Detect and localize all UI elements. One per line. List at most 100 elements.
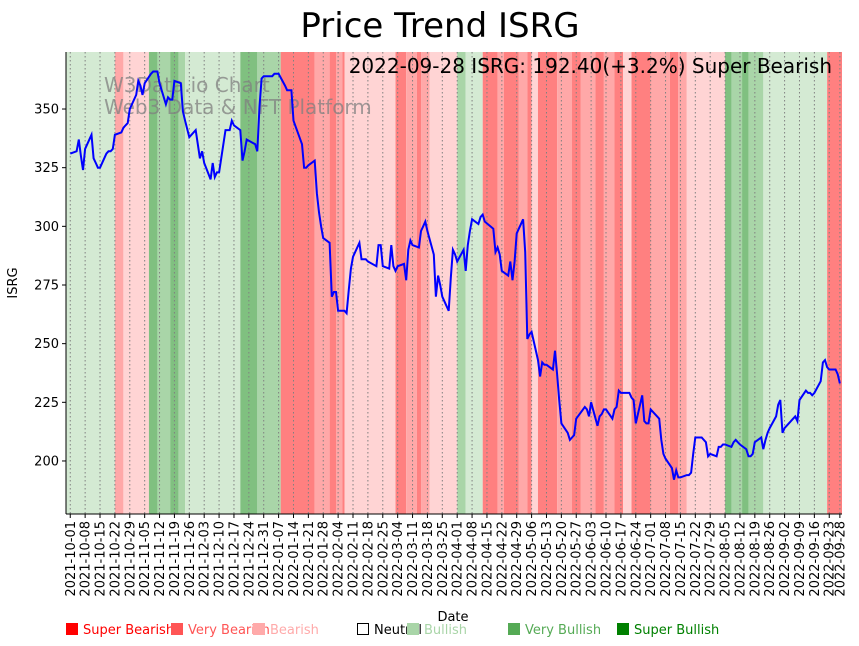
sentiment-band (342, 52, 345, 514)
sentiment-band (314, 52, 330, 514)
sentiment-band (497, 52, 504, 514)
x-tick-label: 2022-04-29 (510, 521, 525, 597)
y-tick-label: 200 (34, 454, 59, 469)
sentiment-band (527, 52, 532, 514)
sentiment-band (157, 52, 171, 514)
x-tick-label: 2022-02-11 (347, 521, 362, 597)
x-tick-label: 2022-04-15 (480, 521, 495, 597)
legend-marker (66, 623, 78, 635)
x-tick-label: 2022-09-23 (823, 521, 838, 597)
x-tick-label: 2022-08-12 (733, 521, 748, 597)
sentiment-band (669, 52, 679, 514)
legend-label: Super Bullish (634, 623, 719, 638)
watermark-line-2: Web3 Data & NFT Platform (104, 95, 372, 119)
x-tick-label: 2022-09-16 (808, 521, 823, 597)
sentiment-band (603, 52, 615, 514)
legend-marker (357, 623, 369, 635)
x-tick-label: 2022-04-22 (495, 521, 510, 597)
x-tick-label: 2022-05-06 (525, 521, 540, 597)
price-line (69, 70, 841, 480)
x-tick-label: 2022-03-25 (436, 521, 451, 597)
legend-label: Bearish (270, 623, 319, 638)
sentiment-band (185, 52, 241, 514)
sentiment-band (457, 52, 466, 514)
sentiment-band (742, 52, 749, 514)
x-tick-label: 2022-09-02 (778, 521, 793, 597)
y-tick-label: 350 (34, 103, 59, 118)
latest-price-annotation: 2022-09-28 ISRG: 192.40(+3.2%) Super Bea… (349, 54, 832, 78)
x-tick-label: 2021-10-22 (108, 521, 123, 597)
x-tick-label: 2021-10-08 (79, 521, 94, 597)
x-tick-label: 2022-01-21 (302, 521, 317, 597)
legend-label: Bullish (424, 623, 467, 638)
chart-title: Price Trend ISRG (300, 6, 579, 46)
sentiment-band (686, 52, 726, 514)
x-tick-label: 2021-10-01 (64, 521, 79, 597)
x-gridlines (69, 52, 841, 514)
sentiment-band (170, 52, 179, 514)
sentiment-band (329, 52, 337, 514)
x-axis-label: Date (437, 610, 468, 625)
x-tick-label: 2022-03-18 (421, 521, 436, 597)
sentiment-band (66, 52, 115, 514)
x-tick-label: 2021-11-05 (138, 521, 153, 597)
sentiment-band (763, 52, 828, 514)
sentiment-band (827, 52, 842, 514)
x-tick-label: 2021-12-03 (198, 521, 213, 597)
x-tick-label: 2022-08-19 (748, 521, 763, 597)
x-tick-label: 2022-02-25 (376, 521, 391, 597)
legend-label: Very Bearish (188, 623, 270, 638)
legend-marker (407, 623, 419, 635)
x-tick-label: 2021-12-31 (257, 521, 272, 597)
x-tick-label: 2021-12-17 (227, 521, 242, 597)
sentiment-band (178, 52, 186, 514)
x-tick-label: 2022-02-18 (361, 521, 376, 597)
sentiment-band (114, 52, 124, 514)
x-tick-label: 2022-09-09 (793, 521, 808, 597)
x-tick-label: 2022-07-15 (674, 521, 689, 597)
x-tick-label: 2022-07-29 (704, 521, 719, 597)
sentiment-bands (66, 52, 842, 514)
x-tick-label: 2022-08-26 (763, 521, 778, 597)
x-tick-label: 2022-07-08 (659, 521, 674, 597)
x-tick-label: 2022-01-07 (272, 521, 287, 597)
x-tick-label: 2022-05-27 (570, 521, 585, 597)
y-tick-label: 325 (34, 161, 59, 176)
x-tick-label: 2022-05-13 (540, 521, 555, 597)
sentiment-band (257, 52, 281, 514)
sentiment-band (595, 52, 604, 514)
legend-label: Very Bullish (525, 623, 601, 638)
sentiment-band (580, 52, 596, 514)
x-tick-label: 2022-03-04 (391, 521, 406, 597)
x-tick-label: 2022-06-03 (585, 521, 600, 597)
sentiment-band (503, 52, 519, 514)
x-tick-label: 2021-10-29 (123, 521, 138, 597)
x-tick-label: 2022-06-17 (614, 521, 629, 597)
sentiment-band (623, 52, 632, 514)
sentiment-band (465, 52, 483, 514)
sentiment-band (344, 52, 396, 514)
legend-marker (508, 623, 520, 635)
sentiment-band (429, 52, 458, 514)
x-tick-label: 2022-03-11 (406, 521, 421, 597)
x-tick-label: 2022-04-08 (466, 521, 481, 597)
x-tick-label: 2022-07-22 (689, 521, 704, 597)
y-axis-ticks: 200 225 250 275 300 325 350 (34, 103, 66, 469)
sentiment-band (416, 52, 422, 514)
legend-marker (171, 623, 183, 635)
x-tick-label: 2021-12-10 (213, 521, 228, 597)
y-tick-label: 300 (34, 220, 59, 235)
sentiment-band (631, 52, 651, 514)
x-tick-label: 2022-06-24 (629, 521, 644, 597)
sentiment-band (240, 52, 258, 514)
sentiment-band (678, 52, 687, 514)
y-axis-label: ISRG (6, 267, 21, 298)
x-tick-label: 2022-01-28 (317, 521, 332, 597)
sentiment-band (537, 52, 558, 514)
x-tick-label: 2022-04-01 (451, 521, 466, 597)
x-tick-label: 2022-06-10 (600, 521, 615, 597)
x-axis-ticks: 2021-10-01 2021-10-08 2021-10-15 2021-10-22… (64, 514, 848, 597)
sentiment-band (148, 52, 158, 514)
sentiment-band (748, 52, 764, 514)
